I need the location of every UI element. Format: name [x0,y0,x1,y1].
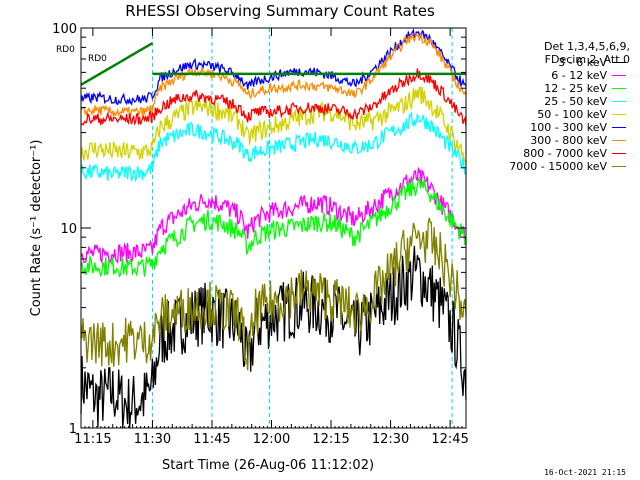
detector-info-line-2: FDecim 2, Att 0 [544,53,630,66]
legend-label: 6 - 12 keV [551,69,607,82]
series-line-800-7000-kev [80,68,467,126]
legend-swatch [612,140,626,141]
axes: 11:15 11:30 11:45 12:00 12:15 12:30 12:45 1 10 10… [52,22,469,447]
series-line-50-100-kev [80,86,467,164]
legend-item: 100 - 300 keV [530,121,626,134]
rd0-bar-1 [80,42,154,86]
legend-label: 300 - 800 keV [530,134,607,147]
legend-swatch [612,153,626,154]
legend-item: 12 - 25 keV [544,82,626,95]
y-tick-label: 10 [60,222,77,237]
legend-swatch [612,88,626,89]
x-tick-label: 12:15 [312,432,349,447]
legend-label: 50 - 100 keV [537,108,607,121]
plot-area: RD0 RD0 [56,28,467,429]
x-axis-label: Start Time (26-Aug-06 11:12:02) [162,458,374,473]
legend-item: 50 - 100 keV [537,108,626,121]
legend-label: 7000 - 15000 keV [509,160,607,173]
legend-item: 3 - 6 keV [558,56,626,69]
timestamp-footer: 16-Oct-2021 21:15 [544,468,626,477]
legend-item: 300 - 800 keV [530,134,626,147]
x-tick-label: 11:45 [193,432,230,447]
series-line-100-300-kev [80,28,467,106]
x-tick-label: 11:15 [74,432,111,447]
x-tick-label: 12:45 [431,432,468,447]
legend-swatch [612,114,626,115]
x-tick-label: 12:30 [372,432,409,447]
legend-swatch [612,166,626,167]
rd0-bars [80,42,466,86]
legend-swatch [612,75,626,76]
legend-label: 800 - 7000 keV [523,147,607,160]
y-tick-label: 1 [69,422,77,437]
legend-label: 100 - 300 keV [530,121,607,134]
series-line-25-50-kev [80,111,467,183]
legend-label: 3 - 6 keV [558,56,607,69]
detector-info-line-1: Det 1,3,4,5,6,9, [543,40,630,53]
series-line-7000-15000-kev [80,217,467,371]
y-tick-label: 100 [52,22,77,37]
legend-swatch [612,62,626,63]
legend-label: 25 - 50 keV [544,95,607,108]
detector-info: Det 1,3,4,5,6,9, FDecim 2, Att 0 [544,40,630,66]
legend-item: 6 - 12 keV [551,69,626,82]
rd0-label: RD0 [56,45,75,55]
chart-title: RHESSI Observing Summary Count Rates [125,2,435,20]
legend-swatch [612,101,626,102]
legend-item: 800 - 7000 keV [523,147,626,160]
rd0-label-2: RD0 [88,54,107,64]
x-tick-label: 11:30 [134,432,171,447]
legend-label: 12 - 25 keV [544,82,607,95]
legend-swatch [612,127,626,128]
series-line-3-6-kev [80,245,467,429]
series-line-300-800-kev [80,32,467,118]
series-line-12-25-kev [80,175,467,278]
legend-item: 7000 - 15000 keV [509,160,626,173]
legend-item: 25 - 50 keV [544,95,626,108]
y-axis-label: Count Rate (s⁻¹ detector⁻¹) [29,140,44,317]
x-tick-label: 12:00 [253,432,290,447]
